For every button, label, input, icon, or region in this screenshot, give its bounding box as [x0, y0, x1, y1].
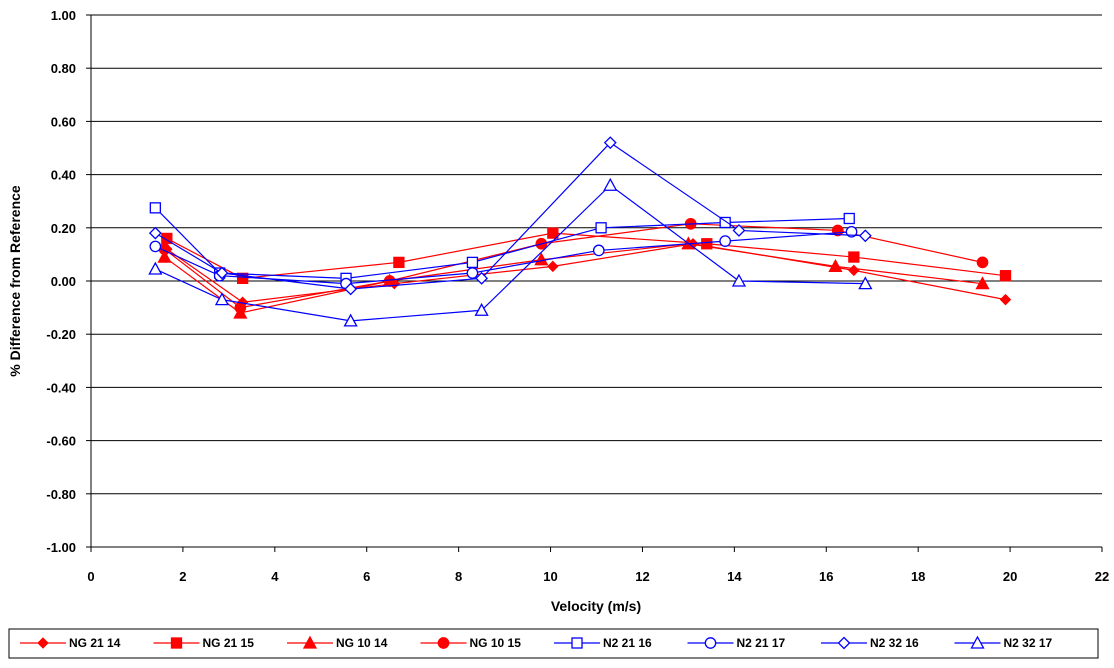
y-tick-label-1: -0.80 [46, 487, 76, 502]
x-tick-label-1: 2 [179, 569, 186, 584]
legend-label-1: NG 21 15 [203, 636, 255, 650]
x-axis-title: Velocity (m/s) [551, 598, 641, 614]
point-0-3 [547, 260, 559, 273]
legend-item-2: NG 10 14 [287, 635, 388, 650]
point-1-6 [999, 270, 1012, 282]
x-tick-label-10: 20 [1003, 569, 1017, 584]
y-tick-label-8: 0.60 [51, 114, 76, 129]
x-tick-label-2: 4 [271, 569, 279, 584]
point-4-6 [843, 212, 855, 225]
point-6-0 [148, 226, 162, 240]
legend-item-0: NG 21 14 [20, 636, 121, 650]
y-tick-label-0: -1.00 [46, 540, 76, 555]
legend-label-2: NG 10 14 [336, 636, 388, 650]
x-tick-label-11: 22 [1095, 569, 1109, 584]
point-6-3 [475, 271, 489, 285]
point-2-3 [534, 252, 549, 266]
point-3-1 [234, 301, 247, 314]
point-6-6 [858, 229, 872, 243]
y-tick-label-2: -0.60 [46, 434, 76, 449]
point-7-0 [148, 261, 163, 275]
series-5 [149, 225, 858, 290]
point-6-5 [732, 224, 746, 237]
x-tick-label-0: 0 [87, 569, 94, 584]
point-4-4 [595, 222, 607, 234]
point-2-5 [828, 259, 843, 273]
legend-marker-7 [970, 635, 985, 649]
y-tick-label-3: -0.40 [46, 380, 76, 395]
point-1-0 [161, 232, 173, 245]
point-1-1 [236, 272, 249, 284]
point-7-2 [343, 313, 358, 327]
y-tick-label-7: 0.40 [51, 168, 76, 183]
series-7 [148, 177, 873, 327]
point-5-6 [845, 225, 858, 238]
series-6 [148, 136, 872, 296]
point-7-1 [214, 292, 230, 306]
x-tick-label-8: 16 [819, 569, 833, 584]
legend-marker-5 [704, 637, 717, 649]
y-tick-label-4: -0.20 [46, 327, 76, 342]
legend-item-5: N2 21 17 [687, 636, 786, 650]
point-7-4 [603, 177, 618, 191]
legend-item-7: N2 32 17 [954, 635, 1053, 650]
legend-marker-0 [37, 637, 49, 649]
legend-marker-3 [437, 637, 450, 649]
series-1 [161, 227, 1012, 284]
legend-label-7: N2 32 17 [1004, 636, 1053, 650]
point-3-6 [976, 256, 989, 269]
legend-item-4: N2 21 16 [554, 636, 652, 650]
legend-label-4: N2 21 16 [603, 636, 652, 650]
legend-item-3: NG 10 15 [420, 636, 522, 650]
x-tick-label-9: 18 [911, 569, 925, 584]
legend: NG 21 14 NG 21 15 NG 10 14 NG 10 15 N2 21 16… [20, 635, 1053, 650]
x-tick-label-4: 8 [455, 569, 462, 584]
y-tick-label-9: 0.80 [51, 61, 76, 76]
point-2-0 [157, 249, 172, 263]
tick-labels: -1.00 -0.80 -0.60 -0.40 -0.20 0.00 0.20 0.40 0.6… [46, 8, 1109, 584]
point-6-4 [603, 136, 617, 150]
gridlines [91, 14, 1102, 548]
legend-marker-2 [302, 635, 318, 649]
point-7-5 [731, 273, 747, 287]
point-2-6 [975, 276, 990, 290]
point-5-5 [719, 235, 732, 247]
point-4-0 [149, 202, 161, 214]
y-axis-title: % Difference from Reference [7, 185, 23, 377]
legend-label-6: N2 32 16 [870, 636, 919, 650]
point-6-1 [215, 266, 229, 280]
point-5-0 [149, 240, 162, 253]
point-0-6 [999, 293, 1012, 306]
point-1-2 [393, 256, 405, 269]
legend-item-1: NG 21 15 [153, 636, 255, 650]
point-5-3 [466, 267, 479, 279]
legend-label-0: NG 21 14 [69, 636, 121, 650]
legend-marker-6 [837, 636, 851, 650]
series-layer [148, 136, 1012, 327]
point-5-4 [592, 244, 605, 257]
axes [86, 14, 1103, 552]
point-3-2 [383, 275, 396, 287]
legend-marker-4 [571, 637, 583, 649]
y-tick-label-6: 0.20 [51, 221, 76, 236]
x-tick-label-6: 12 [635, 569, 649, 584]
legend-item-6: N2 32 16 [821, 636, 919, 650]
x-tick-label-5: 10 [543, 569, 557, 584]
point-7-3 [474, 302, 489, 316]
point-1-5 [848, 251, 860, 263]
point-4-3 [466, 256, 479, 269]
legend-label-5: N2 21 17 [737, 636, 786, 650]
x-tick-label-3: 6 [363, 569, 370, 584]
legend-label-3: NG 10 15 [470, 636, 522, 650]
point-1-3 [547, 227, 559, 239]
x-tick-label-7: 14 [727, 569, 742, 584]
point-1-4 [701, 238, 713, 250]
legend-marker-1 [170, 637, 183, 649]
point-6-2 [344, 282, 358, 296]
y-tick-label-10: 1.00 [51, 8, 76, 23]
point-7-6 [858, 276, 873, 290]
y-tick-label-5: 0.00 [51, 274, 76, 289]
point-4-5 [719, 216, 731, 229]
